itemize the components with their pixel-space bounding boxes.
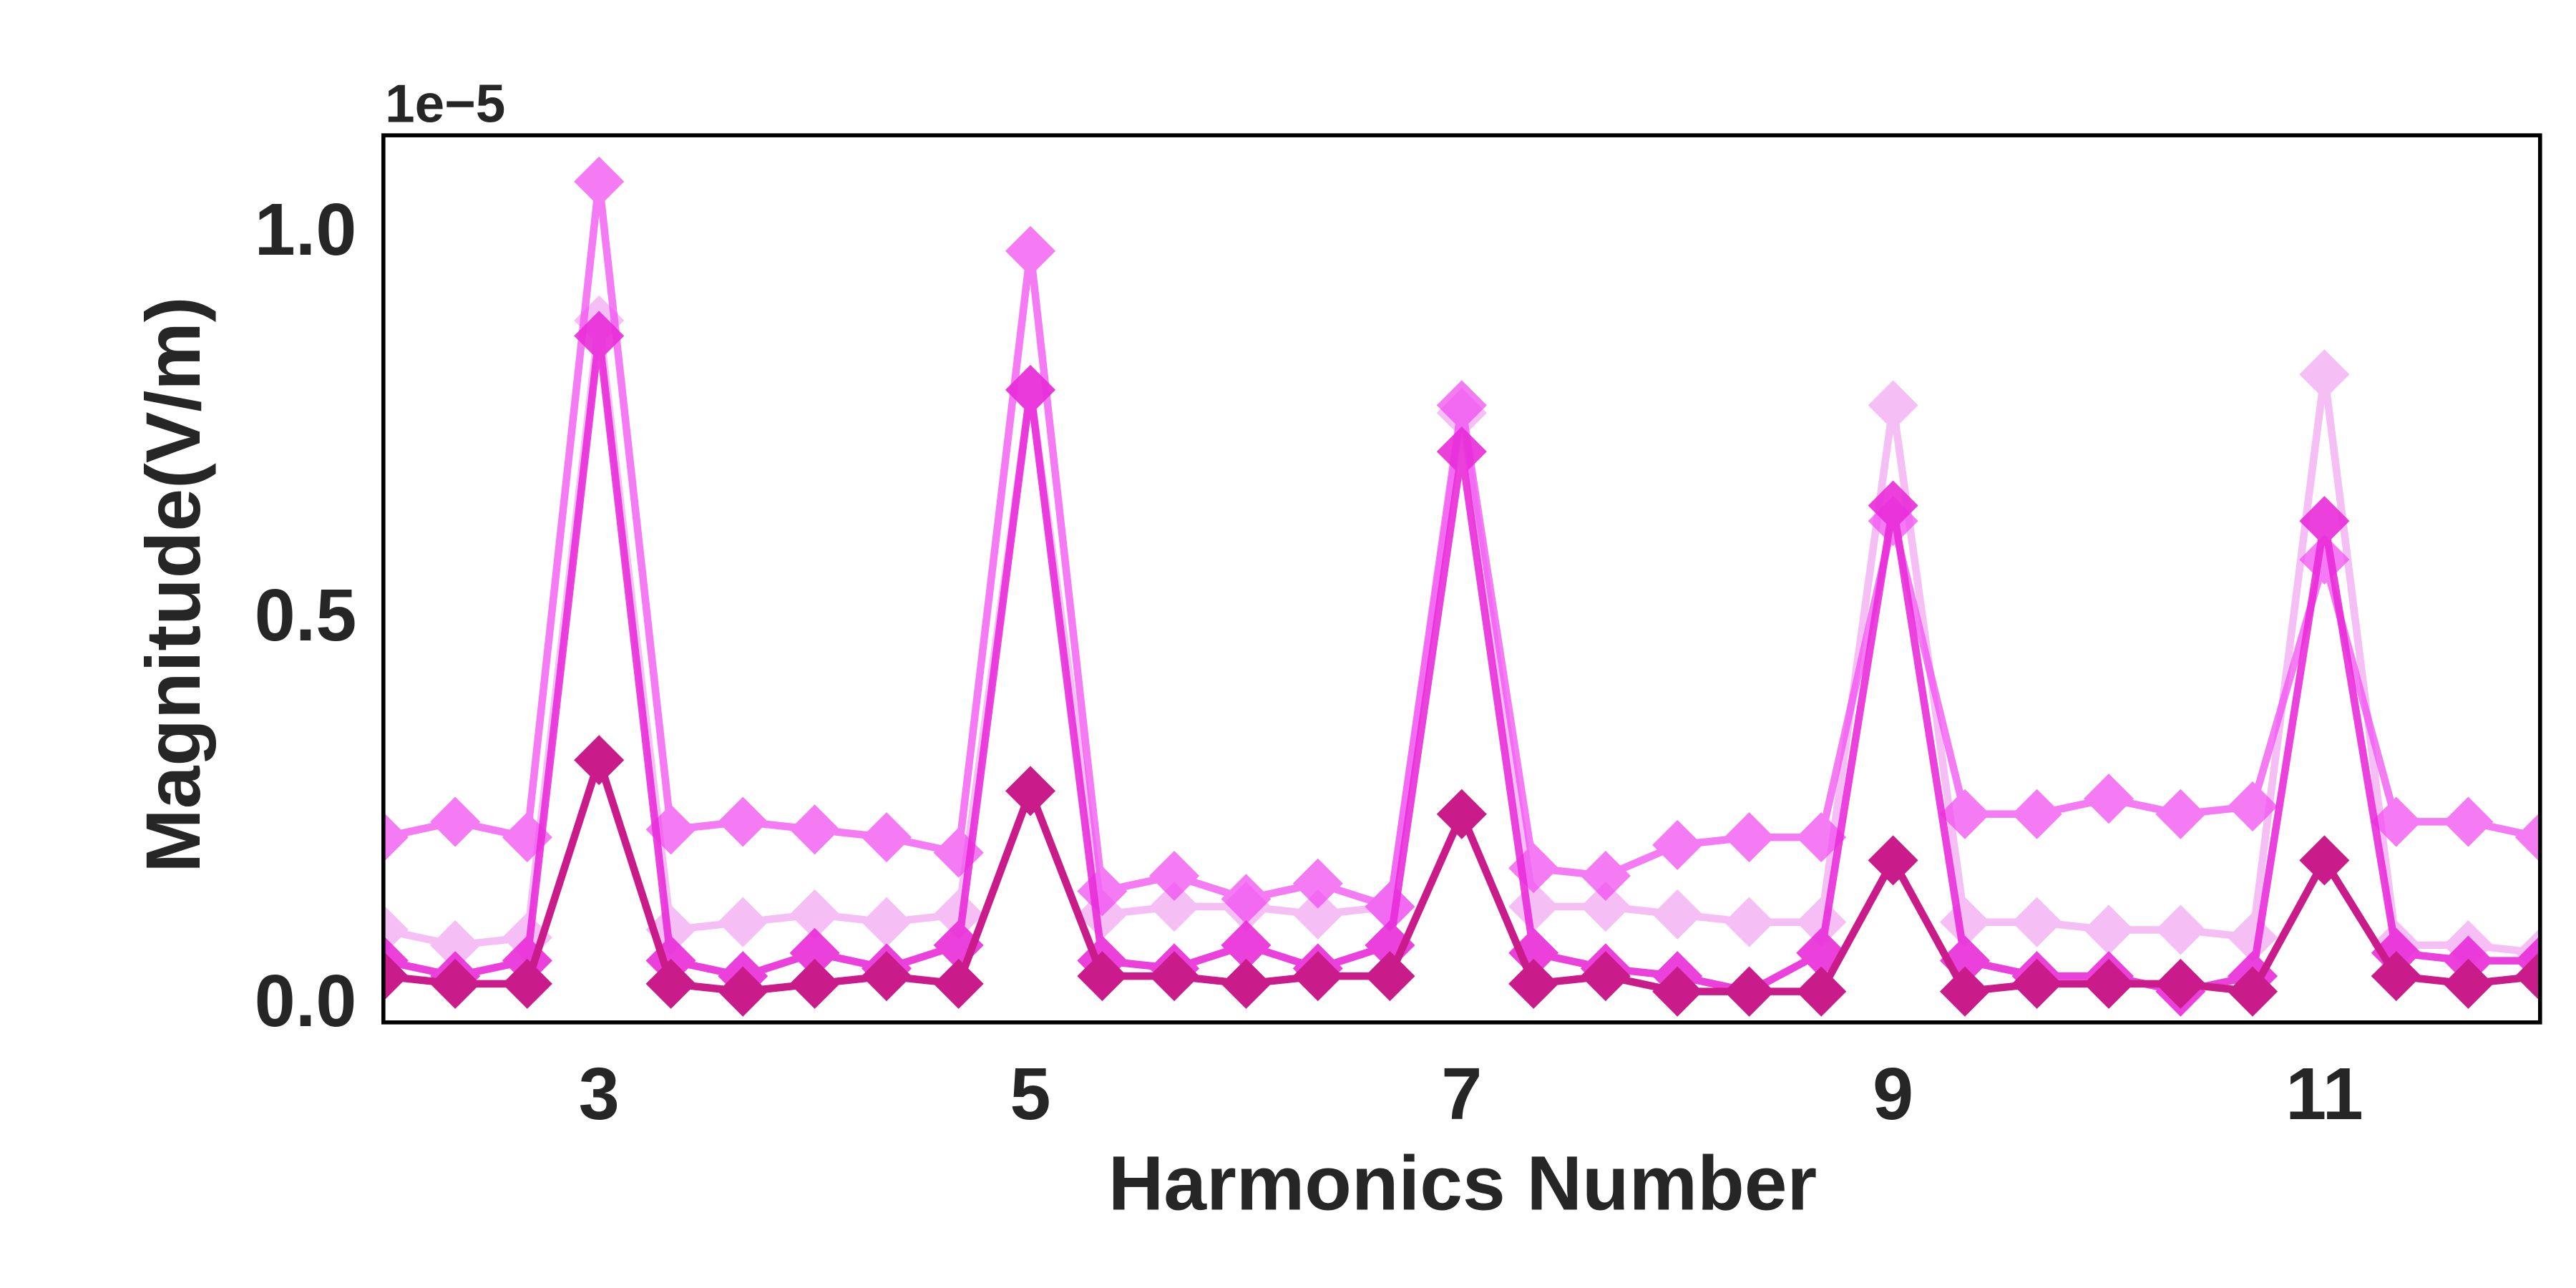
series-4-marker [1221, 958, 1272, 1009]
x-tick-label: 3 [579, 1053, 620, 1135]
series-4-marker [1724, 966, 1775, 1017]
series-4-marker [383, 951, 409, 1002]
series-2-marker [430, 796, 481, 847]
series-1-marker [1508, 882, 1559, 932]
series-1-marker [1724, 897, 1775, 947]
y-tick-labels: 0.0 0.5 1.0 [255, 188, 357, 1042]
series-2-marker [2083, 774, 2135, 824]
series-2-marker [1652, 819, 1703, 870]
series-4-marker [2443, 958, 2494, 1009]
series-3-marker [1868, 480, 1918, 531]
series-4-marker [1149, 951, 1200, 1002]
x-tick-label: 5 [1010, 1053, 1050, 1135]
series-2-marker [2155, 789, 2206, 839]
y-axis-title: Magnitude(V/m) [130, 296, 216, 872]
series-2-marker [2228, 781, 2278, 831]
series-2-marker [1508, 843, 1559, 894]
series-1-marker [2155, 904, 2206, 955]
series-1-marker [1939, 897, 1990, 947]
series-2-marker [1580, 850, 1631, 901]
series-2-marker [383, 812, 409, 863]
series-4-marker [1652, 966, 1703, 1017]
series-2-marker [1796, 812, 1847, 863]
series-4-marker [1508, 958, 1559, 1009]
series-4-marker [2083, 958, 2135, 1009]
series-4 [383, 735, 2540, 1017]
x-tick-label: 11 [2285, 1053, 2363, 1135]
series-2-marker [1005, 225, 1056, 276]
series-4-marker [1868, 835, 1918, 886]
series-4-marker [1796, 966, 1847, 1017]
series-2-marker [1939, 789, 1990, 839]
series-2-marker [1221, 874, 1272, 924]
series-4-marker [1436, 789, 1487, 839]
series-3-marker [1005, 364, 1056, 415]
series-1-marker [2011, 897, 2062, 947]
series-4-marker [789, 958, 840, 1009]
x-tick-label: 9 [1873, 1053, 1913, 1135]
series-4-marker [1077, 951, 1128, 1002]
series-1-marker [1149, 882, 1200, 932]
series-2-marker [2514, 812, 2540, 863]
y-tick-label: 1.0 [255, 188, 357, 270]
series-4-marker [933, 958, 984, 1009]
series-1-marker [861, 897, 912, 947]
plot-frame [381, 133, 2542, 1025]
series-1-marker [789, 889, 840, 940]
series-4-marker [2155, 958, 2206, 1009]
series-4-marker [2371, 951, 2421, 1002]
y-offset-label: 1e−5 [385, 73, 505, 133]
series-1-marker [2228, 912, 2278, 963]
series-2-marker [574, 156, 625, 207]
series-2-marker [1149, 850, 1200, 901]
series-2-marker [2011, 789, 2062, 839]
series-4-marker [430, 958, 481, 1009]
series-2-marker [861, 812, 912, 863]
series-2-marker [1724, 812, 1775, 863]
series-1-marker [1580, 882, 1631, 932]
series-4-marker [861, 951, 912, 1002]
series-3-marker [789, 927, 840, 978]
series-1-marker [2083, 904, 2135, 955]
series-4-marker [2011, 958, 2062, 1009]
x-axis-title: Harmonics Number [1108, 1140, 1817, 1226]
series-1-marker [430, 919, 481, 971]
x-tick-label: 7 [1441, 1053, 1482, 1135]
series-2-marker [789, 804, 840, 855]
y-tick-label: 0.5 [255, 574, 357, 656]
series-4-marker [2514, 951, 2540, 1002]
x-tick-labels: 3 5 7 9 11 [579, 1053, 2363, 1135]
series-3-marker [1508, 927, 1559, 978]
y-tick-label: 0.0 [255, 960, 357, 1042]
series-2-marker [1292, 858, 1343, 909]
series-4-marker [574, 735, 625, 786]
series-1-marker [1652, 889, 1703, 940]
series-4-marker [645, 958, 696, 1009]
series-2-marker [718, 796, 769, 847]
series-4-marker [1580, 951, 1631, 1002]
series-3-marker [1365, 919, 1415, 971]
series-1-marker [2299, 349, 2350, 400]
series-3-marker [2299, 496, 2350, 547]
series-4-marker [1292, 951, 1343, 1002]
series-2-marker [2371, 796, 2421, 847]
series-4-marker [2299, 835, 2350, 886]
series-4-marker [1939, 966, 1990, 1017]
series-1-marker [1796, 897, 1847, 947]
series-4-marker [2228, 966, 2278, 1017]
series-1-marker [718, 897, 769, 947]
series-4-marker [718, 966, 769, 1017]
series-1-marker [1292, 889, 1343, 940]
series-1-marker [933, 889, 984, 940]
series-4-marker [1365, 951, 1415, 1002]
series-2-marker [2443, 796, 2494, 847]
series-4-marker [502, 958, 552, 1009]
series-2-marker [1365, 882, 1415, 932]
series-3-marker [574, 311, 625, 361]
series-3-marker [1221, 919, 1272, 971]
